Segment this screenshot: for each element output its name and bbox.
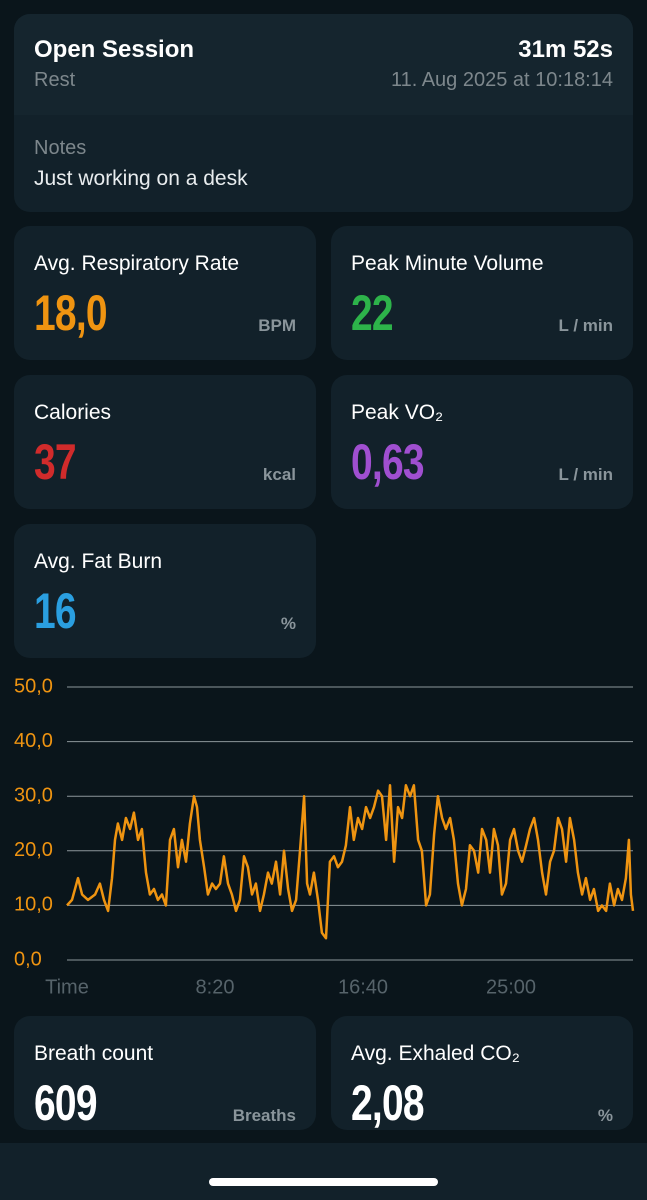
chart: 0,0 10,0 20,0 30,0 40,0 50,0 Time 8:20 16:40 25:0…	[14, 675, 635, 998]
y-tick-label: 30,0	[14, 784, 53, 806]
x-tick-label: 8:20	[196, 976, 235, 998]
metric-value: 16	[34, 583, 77, 639]
metric-card: Avg. Fat Burn 16%	[14, 524, 316, 658]
metric-unit: BPM	[258, 316, 296, 335]
session-header	[14, 14, 633, 115]
metric-unit: L / min	[558, 316, 613, 335]
bottom-bar	[0, 1143, 647, 1200]
y-tick-label: 20,0	[14, 839, 53, 861]
metric-value: 22	[351, 285, 394, 341]
metric-label: Peak VO₂	[351, 401, 444, 424]
metric-card: Calories 37 kcal	[14, 375, 316, 509]
metric-label: Peak Minute Volume	[351, 252, 544, 275]
metric-card: Avg. Respiratory Rate 18,0 BPM	[14, 226, 316, 360]
y-tick-label: 40,0	[14, 730, 53, 752]
session-duration: 31m 52s	[518, 36, 613, 63]
metric-value: 609	[34, 1075, 98, 1130]
session-card: Open Session 31m 52s Rest 11. Aug 2025 a…	[14, 14, 633, 212]
metric-card: Avg. Exhaled CO₂ 2,08%	[331, 1016, 633, 1130]
metric-label: Breath count	[34, 1042, 154, 1065]
metric-card: Breath count 609 Breaths	[14, 1016, 316, 1130]
metric-unit: Breaths	[232, 1106, 296, 1125]
y-tick-label: 10,0	[14, 894, 53, 916]
home-indicator	[209, 1178, 438, 1186]
notes-label: Notes	[34, 137, 87, 159]
metric-value: 2,08	[351, 1075, 425, 1130]
metric-label: Avg. Respiratory Rate	[34, 252, 240, 275]
metric-unit: %	[597, 1106, 613, 1125]
session-activity: Rest	[34, 69, 76, 91]
session-title: Open Session	[34, 36, 195, 63]
metric-unit: L / min	[558, 465, 613, 484]
data-line	[66, 784, 635, 940]
metric-value: 0,63	[351, 434, 425, 490]
metric-label: Avg. Fat Burn	[34, 550, 163, 573]
y-tick-label: 0,0	[14, 948, 42, 970]
metric-value: 37	[34, 434, 77, 490]
session-date: 11. Aug 2025 at 10:18:14	[390, 69, 613, 91]
metric-card: Peak Minute Volume 22 L / min	[331, 226, 633, 360]
metric-card: Peak VO₂ 0,63 L / min	[331, 375, 633, 509]
metric-unit: %	[280, 614, 296, 633]
notes-text: Just working on a desk	[34, 167, 248, 190]
x-axis-label: Time	[45, 976, 89, 998]
metric-value: 18,0	[34, 285, 108, 341]
x-tick-label: 25:00	[486, 976, 536, 998]
metric-unit: kcal	[262, 465, 296, 484]
x-tick-label: 16:40	[338, 976, 388, 998]
y-tick-label: 50,0	[14, 675, 53, 697]
metric-label: Calories	[34, 401, 112, 424]
metric-label: Avg. Exhaled CO₂	[351, 1042, 520, 1065]
